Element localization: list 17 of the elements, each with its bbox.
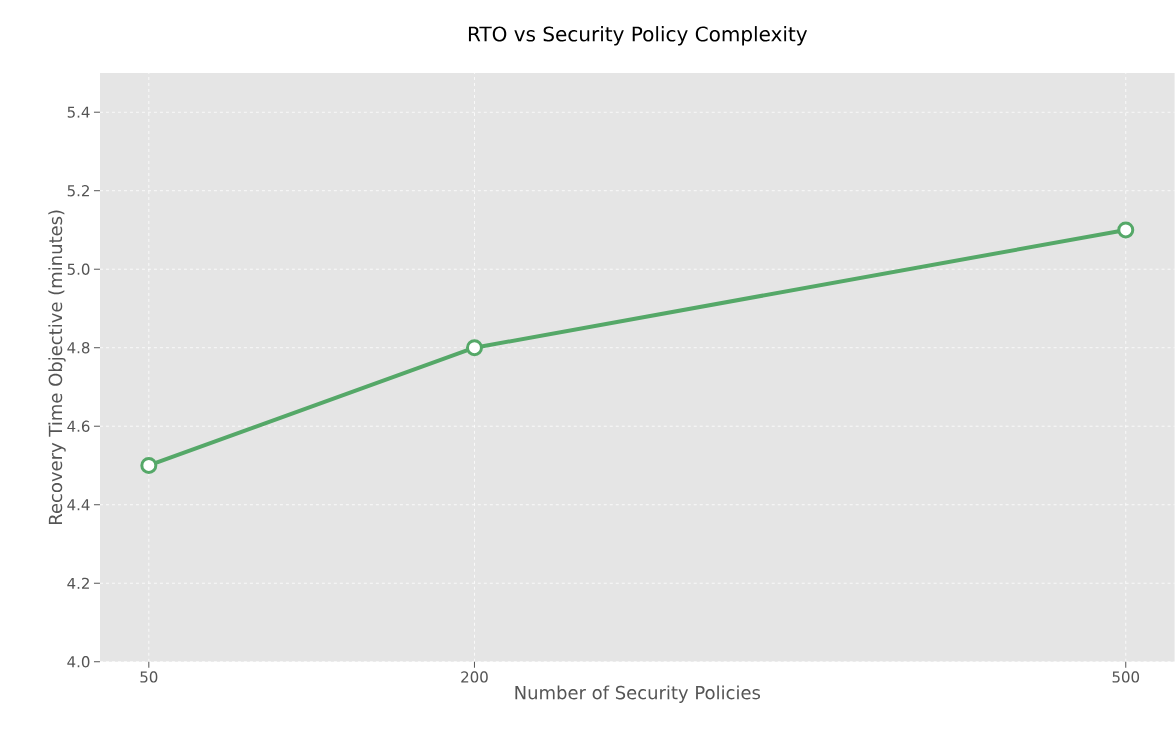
x-axis-title: Number of Security Policies — [515, 685, 761, 704]
point — [465, 339, 483, 357]
y-tick-label: 5.0 — [67, 263, 90, 276]
y-tick-label: 4.6 — [67, 420, 90, 433]
y-tick-label: 4.4 — [67, 499, 90, 511]
y-axis-title: Recovery Time Objective (minutes) — [48, 210, 66, 525]
point — [1117, 221, 1135, 239]
y-tick-label: 4.2 — [67, 577, 89, 589]
y-tick-label: 5.4 — [67, 106, 90, 118]
y-tick-label: 5.2 — [67, 185, 89, 197]
x-tick-label: 50 — [140, 671, 158, 683]
x-tick-label: 200 — [461, 671, 488, 683]
y-tick-label: 4.8 — [67, 342, 90, 354]
y-tick-label: 4.0 — [67, 656, 90, 668]
chart-title: RTO vs Security Policy Complexity — [468, 26, 808, 46]
point — [140, 457, 158, 475]
x-tick-label: 500 — [1112, 671, 1140, 683]
